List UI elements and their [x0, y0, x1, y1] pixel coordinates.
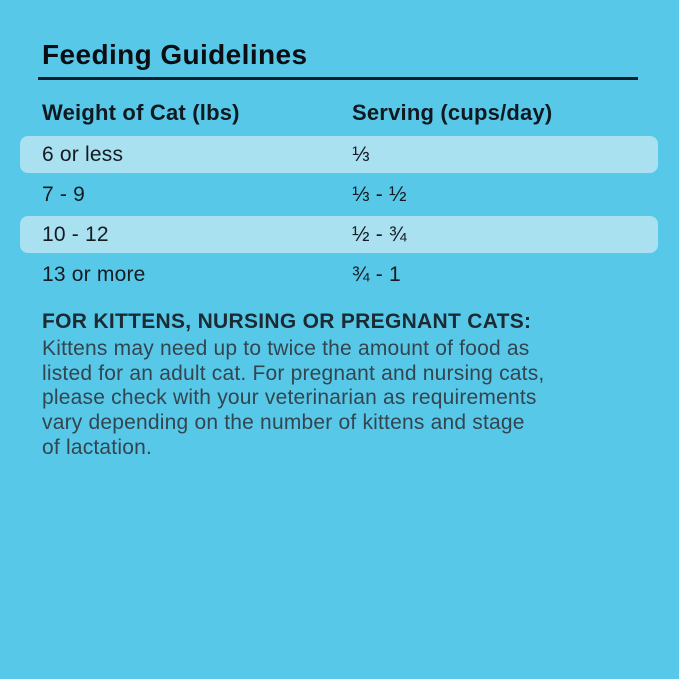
column-header-weight: Weight of Cat (lbs) — [42, 100, 240, 125]
table-header-row: Weight of Cat (lbs) Serving (cups/day) — [42, 100, 642, 126]
column-header-serving: Serving (cups/day) — [352, 100, 553, 125]
kittens-note: FOR KITTENS, NURSING OR PREGNANT CATS: K… — [42, 308, 642, 461]
weight-cell: 7 - 9 — [42, 182, 86, 206]
serving-cell: ⅓ — [352, 142, 370, 166]
table-row: 6 or less ⅓ — [20, 136, 658, 173]
note-line: vary depending on the number of kittens … — [42, 411, 525, 435]
weight-cell: 10 - 12 — [42, 222, 109, 246]
feeding-table: 6 or less ⅓ 7 - 9 ⅓ - ½ 10 - 12 ½ - ¾ 13… — [20, 136, 658, 296]
note-line: of lactation. — [42, 435, 152, 459]
note-line: Kittens may need up to twice the amount … — [42, 337, 530, 360]
page-title: Feeding Guidelines — [42, 39, 308, 70]
title-underline — [38, 77, 638, 80]
serving-cell: ¾ - 1 — [352, 262, 401, 286]
table-row: 13 or more ¾ - 1 — [20, 256, 658, 293]
weight-cell: 13 or more — [42, 262, 146, 286]
note-heading: FOR KITTENS, NURSING OR PREGNANT CATS: — [42, 310, 532, 333]
table-row: 7 - 9 ⅓ - ½ — [20, 176, 658, 213]
serving-cell: ⅓ - ½ — [352, 182, 407, 206]
table-row: 10 - 12 ½ - ¾ — [20, 216, 658, 253]
note-line: listed for an adult cat. For pregnant an… — [42, 361, 545, 385]
note-line: please check with your veterinarian as r… — [42, 386, 537, 410]
weight-cell: 6 or less — [42, 142, 124, 166]
serving-cell: ½ - ¾ — [352, 222, 407, 246]
